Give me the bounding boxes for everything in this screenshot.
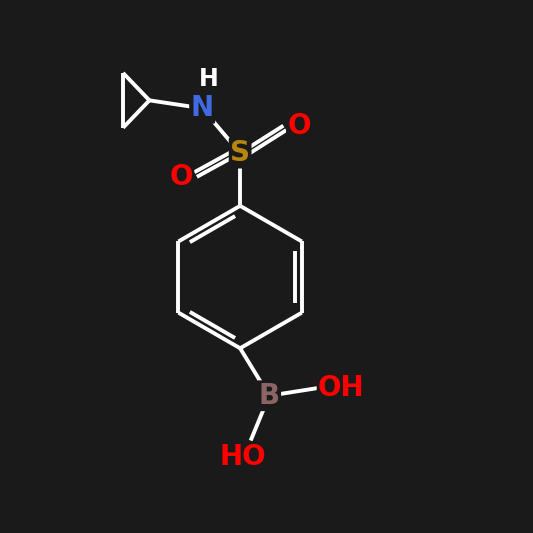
Text: O: O <box>169 163 193 191</box>
Text: OH: OH <box>318 374 365 402</box>
Text: N: N <box>191 94 214 122</box>
Text: H: H <box>199 67 219 91</box>
Text: B: B <box>259 382 280 410</box>
Text: HO: HO <box>220 443 266 471</box>
Text: O: O <box>287 112 311 140</box>
Text: S: S <box>230 139 250 167</box>
